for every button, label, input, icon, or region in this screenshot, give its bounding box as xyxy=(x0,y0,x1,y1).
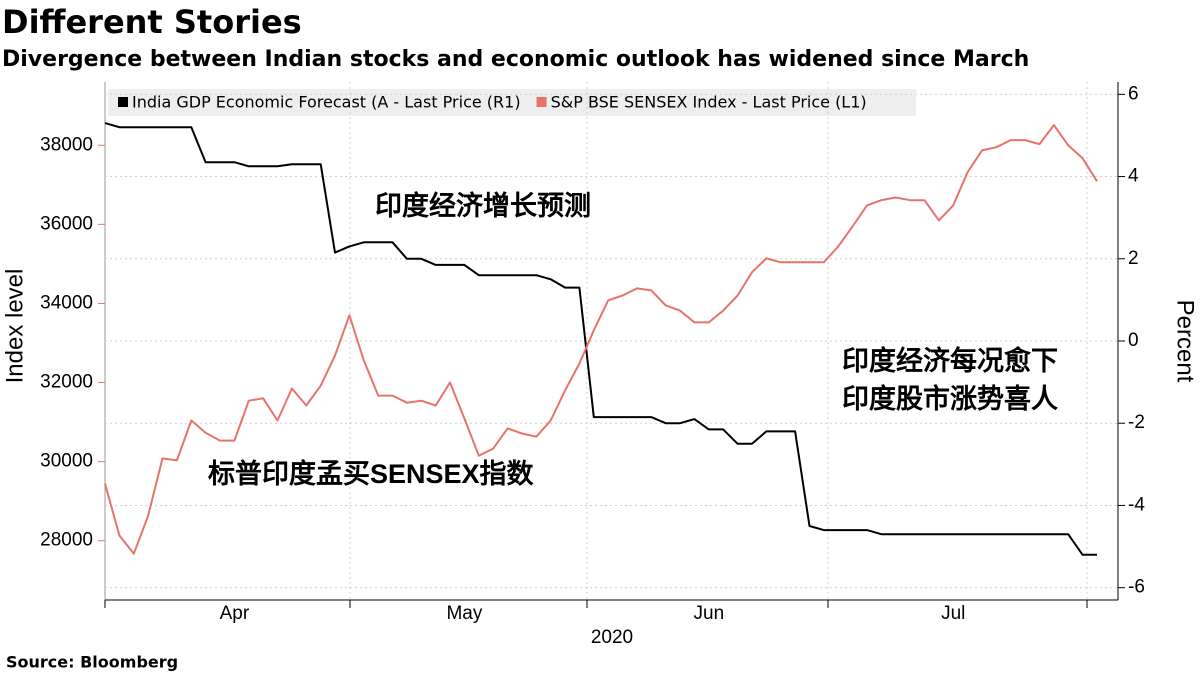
y2-tick-label: 4 xyxy=(1128,166,1139,187)
y-tick-label: 28000 xyxy=(40,530,93,551)
series-line xyxy=(104,122,1097,556)
month-grid xyxy=(349,82,1088,600)
y-tick-label: 36000 xyxy=(40,213,93,234)
x-tick-label: May xyxy=(446,603,482,624)
y2-tick-label: 0 xyxy=(1128,330,1139,351)
series-line xyxy=(104,124,1098,555)
month-ticks xyxy=(104,600,1088,608)
legend-swatch xyxy=(118,97,128,107)
y2-axis-title: Percent xyxy=(1172,300,1199,383)
annotation: 印度股市涨势喜人 xyxy=(842,383,1058,414)
y2-tick-label: -4 xyxy=(1128,494,1145,515)
legend-label: India GDP Economic Forecast (A - Last Pr… xyxy=(132,93,521,112)
y-tick-label: 34000 xyxy=(40,292,93,313)
y2-tick-label: 2 xyxy=(1128,248,1139,269)
chart-subtitle: Divergence between Indian stocks and eco… xyxy=(2,47,1029,72)
x-tick-label: Apr xyxy=(220,603,250,624)
y-tick-label: 38000 xyxy=(40,134,93,155)
legend-background xyxy=(108,89,916,116)
x-tick-label: Jul xyxy=(941,603,965,624)
chart-title: Different Stories xyxy=(2,3,302,41)
annotation: 标普印度孟买SENSEX指数 xyxy=(208,458,535,489)
y-tick-label: 30000 xyxy=(40,451,93,472)
y-axis-title: Index level xyxy=(1,269,28,384)
y2-tick-label: -6 xyxy=(1128,577,1145,598)
legend-label: S&P BSE SENSEX Index - Last Price (L1) xyxy=(551,93,867,112)
x-tick-label: Jun xyxy=(694,603,725,624)
annotation: 印度经济每况愈下 xyxy=(842,345,1058,376)
source: Source: Bloomberg xyxy=(6,653,178,672)
y2-tick-label: -2 xyxy=(1128,412,1145,433)
y-tick-label: 32000 xyxy=(40,372,93,393)
legend-swatch xyxy=(536,97,547,107)
y2-tick-label: 6 xyxy=(1128,83,1139,104)
x-axis-title: 2020 xyxy=(591,627,633,648)
annotation: 印度经济增长预测 xyxy=(375,190,591,221)
